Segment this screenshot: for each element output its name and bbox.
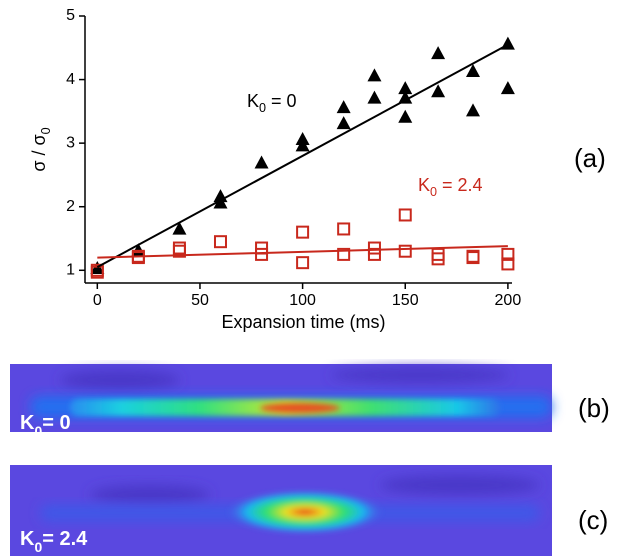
image-c: K0= 2.4 bbox=[10, 465, 552, 556]
triangle-marker bbox=[431, 46, 446, 60]
square-marker bbox=[466, 251, 480, 265]
text-part: K bbox=[20, 528, 35, 550]
text-part: K bbox=[20, 412, 35, 434]
x-tick-label: 100 bbox=[289, 292, 316, 309]
x-tick-label: 0 bbox=[93, 292, 102, 309]
x-tick-label: 50 bbox=[191, 292, 209, 309]
triangle-marker bbox=[213, 195, 228, 209]
triangle-marker bbox=[465, 63, 480, 77]
image-label: K0= 0 bbox=[20, 412, 71, 438]
triangle-marker bbox=[295, 138, 310, 152]
panel-tag: (a) bbox=[574, 143, 606, 173]
triangle-marker bbox=[398, 81, 413, 95]
text-part: K bbox=[247, 91, 259, 111]
text-part: = 2.4 bbox=[42, 528, 88, 550]
series bbox=[90, 208, 515, 279]
annotation: K0 = 2.4 bbox=[418, 175, 483, 200]
subscript: 0 bbox=[259, 101, 266, 115]
square-marker bbox=[255, 247, 269, 261]
square-marker bbox=[431, 247, 445, 261]
y-tick-label: 2 bbox=[66, 198, 75, 215]
y-tick-label: 5 bbox=[66, 7, 75, 24]
square-marker bbox=[501, 257, 515, 271]
square-marker bbox=[172, 241, 186, 255]
square-marker bbox=[296, 225, 310, 239]
fit-line bbox=[97, 245, 508, 259]
triangle-marker bbox=[336, 100, 351, 114]
y-tick-label: 3 bbox=[66, 134, 75, 151]
square-marker bbox=[431, 252, 445, 266]
triangle-marker bbox=[172, 221, 187, 235]
panel-tag: (c) bbox=[578, 505, 608, 535]
x-axis-label: Expansion time (ms) bbox=[221, 312, 385, 332]
image-b: K0= 0 bbox=[10, 364, 552, 439]
panel-tag: (b) bbox=[578, 393, 610, 423]
fit-line bbox=[96, 43, 509, 268]
triangle-marker bbox=[336, 116, 351, 130]
series bbox=[96, 43, 509, 268]
x-tick-label: 200 bbox=[495, 292, 522, 309]
square-marker bbox=[398, 208, 412, 222]
y-tick-label: 1 bbox=[66, 262, 75, 279]
text-part: = 2.4 bbox=[437, 175, 483, 195]
triangle-marker bbox=[500, 81, 515, 95]
y-tick-label: 4 bbox=[66, 71, 75, 88]
square-marker bbox=[213, 235, 227, 249]
triangle-marker bbox=[398, 109, 413, 123]
image-label: K0= 2.4 bbox=[20, 528, 88, 554]
triangle-marker bbox=[367, 68, 382, 82]
x-tick-label: 150 bbox=[392, 292, 419, 309]
triangle-marker bbox=[465, 103, 480, 117]
square-marker bbox=[337, 222, 351, 236]
y-axis-label: σ / σ0 bbox=[29, 127, 54, 171]
subscript: 0 bbox=[430, 185, 437, 199]
triangle-marker bbox=[367, 90, 382, 104]
square-marker bbox=[398, 244, 412, 258]
text-part: σ / σ bbox=[29, 134, 49, 171]
square-marker bbox=[337, 247, 351, 261]
subscript: 0 bbox=[34, 423, 42, 439]
square-marker bbox=[296, 256, 310, 270]
series bbox=[97, 245, 508, 259]
text-part: K bbox=[418, 175, 430, 195]
annotation: K0 = 0 bbox=[247, 91, 297, 116]
subscript: 0 bbox=[34, 539, 42, 555]
text-part: = 0 bbox=[266, 91, 297, 111]
triangle-marker bbox=[431, 84, 446, 98]
triangle-marker bbox=[254, 155, 269, 169]
square-marker bbox=[501, 247, 515, 261]
square-marker bbox=[172, 244, 186, 258]
text-part: = 0 bbox=[42, 412, 70, 434]
triangle-marker bbox=[398, 90, 413, 104]
subscript: 0 bbox=[39, 127, 53, 134]
